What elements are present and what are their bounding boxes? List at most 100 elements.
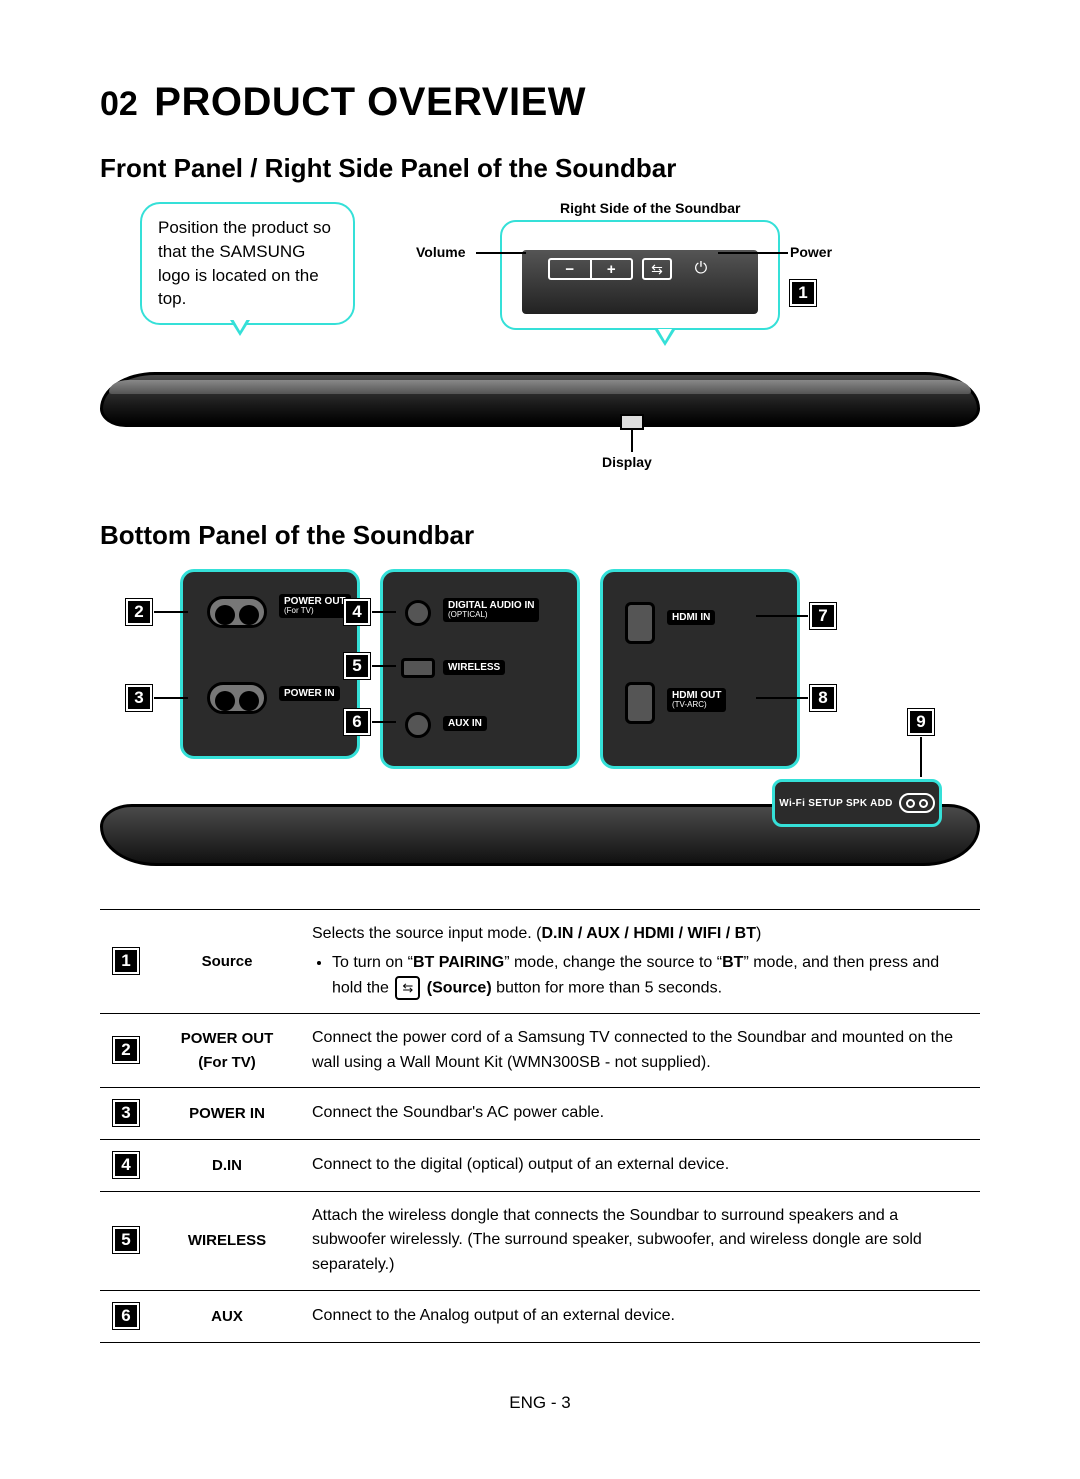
wifi-setup-label: Wi-Fi SETUP SPK ADD [779,798,892,809]
row-name-powerout: POWER OUT (For TV) [152,1013,302,1088]
hdmi-in-port-icon [625,602,655,644]
power-ports-panel: POWER OUT (For TV) POWER IN [180,569,360,759]
leader-3 [154,697,188,699]
aux-port-label: AUX IN [443,716,487,731]
power-label: Power [790,244,832,260]
power-leader-line [718,252,788,254]
table-row: 5 WIRELESS Attach the wireless dongle th… [100,1191,980,1290]
front-panel-heading: Front Panel / Right Side Panel of the So… [100,153,980,184]
power-out-sub: (For TV) [284,607,346,616]
row-name-wireless: WIRELESS [152,1191,302,1290]
b-post2: button for more than 5 seconds. [492,979,722,996]
leader-2 [154,611,188,613]
volume-leader-line [476,252,526,254]
optical-port-icon [405,600,431,626]
row-marker-5: 5 [113,1227,139,1253]
section-number: 02 [100,85,138,124]
row-desc-wireless: Attach the wireless dongle that connects… [302,1191,980,1290]
src-bullet: To turn on “BT PAIRING” mode, change the… [332,951,970,1001]
power-in-text: POWER IN [284,688,335,699]
table-row: 2 POWER OUT (For TV) Connect the power c… [100,1013,980,1088]
b-pre: To turn on “ [332,954,413,971]
row-desc-powerout: Connect the power cord of a Samsung TV c… [302,1013,980,1088]
row-desc-din: Connect to the digital (optical) output … [302,1139,980,1191]
marker-2: 2 [126,599,152,625]
row-marker-4: 4 [113,1152,139,1178]
row-marker-6: 6 [113,1303,139,1329]
leader-9 [920,737,922,777]
aux-port-icon [405,712,431,738]
bottom-panel-diagram: POWER OUT (For TV) POWER IN DIGITAL AUDI… [100,569,980,909]
front-panel-diagram: Position the product so that the SAMSUNG… [100,202,980,492]
hdmi-in-port-label: HDMI IN [667,610,715,625]
row-name-din: D.IN [152,1139,302,1191]
display-label: Display [602,454,652,470]
callout-pointer [230,320,250,336]
marker-6: 6 [344,709,370,735]
row-desc-powerin: Connect the Soundbar's AC power cable. [302,1088,980,1140]
power-in-port-icon [207,682,267,714]
leader-4 [372,611,396,613]
page-header: 02 PRODUCT OVERVIEW [100,80,980,125]
table-row: 4 D.IN Connect to the digital (optical) … [100,1139,980,1191]
hdmi-ports-panel: HDMI IN HDMI OUT (TV-ARC) [600,569,800,769]
b-mid: ” mode, change the source to “ [504,954,722,971]
row-desc-aux: Connect to the Analog output of an exter… [302,1290,980,1342]
wireless-port-label: WIRELESS [443,660,505,675]
row-desc-source: Selects the source input mode. (D.IN / A… [302,910,980,1014]
marker-8: 8 [810,685,836,711]
marker-9: 9 [908,709,934,735]
source-button-icon: ⇆ [642,258,672,280]
soundbar-front-illustration [100,372,980,427]
wireless-port-icon [401,658,435,678]
row-name-powerin: POWER IN [152,1088,302,1140]
table-row: 1 Source Selects the source input mode. … [100,910,980,1014]
row-marker-2: 2 [113,1037,139,1063]
leader-8 [756,697,808,699]
b-source: (Source) [427,979,492,996]
table-row: 3 POWER IN Connect the Soundbar's AC pow… [100,1088,980,1140]
marker-1: 1 [790,280,816,306]
marker-4: 4 [344,599,370,625]
row-name-source: Source [152,910,302,1014]
marker-5: 5 [344,653,370,679]
section-title: PRODUCT OVERVIEW [154,80,586,125]
power-button-icon: ⏻ [690,258,712,280]
powerout-l1: POWER OUT [162,1027,292,1050]
source-button-inline-icon: ⇆ [395,976,420,1000]
power-out-port-icon [207,596,267,628]
hdmi-out-sub: (TV-ARC) [672,701,721,710]
row-marker-3: 3 [113,1100,139,1126]
row-marker-1: 1 [113,948,139,974]
right-panel-pointer [655,330,675,346]
optical-port-label: DIGITAL AUDIO IN (OPTICAL) [443,598,539,622]
leader-6 [372,721,396,723]
ports-table: 1 Source Selects the source input mode. … [100,909,980,1343]
marker-3: 3 [126,685,152,711]
optical-sub: (OPTICAL) [448,611,534,620]
bottom-panel-heading: Bottom Panel of the Soundbar [100,520,980,551]
wifi-setup-panel: Wi-Fi SETUP SPK ADD [772,779,942,827]
src-desc-modes: D.IN / AUX / HDMI / WIFI / BT [541,925,756,942]
table-row: 6 AUX Connect to the Analog output of an… [100,1290,980,1342]
orientation-callout: Position the product so that the SAMSUNG… [140,202,355,325]
page-footer: ENG - 3 [100,1393,980,1413]
display-leader-line [631,430,633,452]
volume-label: Volume [416,244,466,260]
leader-7 [756,615,808,617]
power-in-port-label: POWER IN [279,686,340,701]
leader-5 [372,665,396,667]
b-btpairing: BT PAIRING [413,954,504,971]
row-name-aux: AUX [152,1290,302,1342]
src-desc-post: ) [756,925,761,942]
right-side-panel-illustration: −+ ⇆ ⏻ [500,220,780,330]
hdmi-out-port-icon [625,682,655,724]
display-indicator-icon [620,414,644,430]
right-side-body: −+ ⇆ ⏻ [522,250,758,314]
power-out-port-label: POWER OUT (For TV) [279,594,351,618]
audio-ports-panel: DIGITAL AUDIO IN (OPTICAL) WIRELESS AUX … [380,569,580,769]
volume-buttons-icon: −+ [548,258,633,280]
ac-plug-icon [899,793,935,813]
right-side-label: Right Side of the Soundbar [560,200,740,216]
hdmi-out-port-label: HDMI OUT (TV-ARC) [667,688,726,712]
